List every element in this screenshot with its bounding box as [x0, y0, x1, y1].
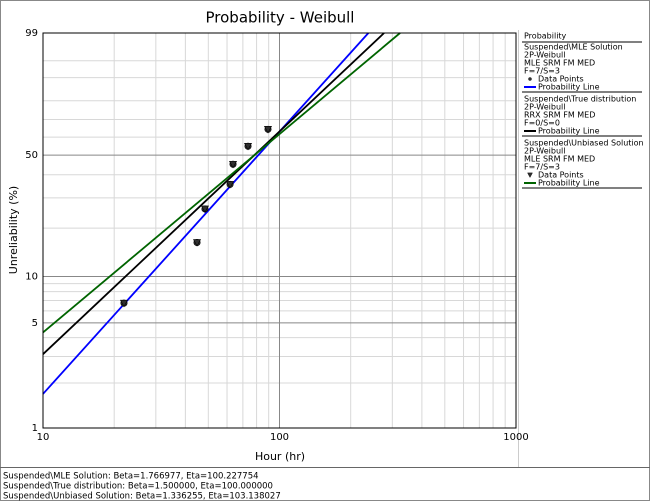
legend-entry: Probability Line	[538, 179, 600, 188]
footer: Suspended\MLE Solution: Beta=1.766977, E…	[3, 472, 281, 501]
x-tick-label: 1000	[503, 432, 528, 443]
y-tick-label: 50	[25, 150, 38, 161]
legend-group-text: F=7/S=3	[524, 67, 560, 76]
footer-text: Suspended\True distribution: Beta=1.5000…	[3, 482, 273, 492]
probability-line	[42, 32, 385, 355]
y-tick-label: 10	[25, 272, 38, 283]
data-point	[244, 142, 253, 151]
data-point	[200, 205, 209, 214]
data-point	[263, 126, 272, 134]
legend-group-text: Suspended\Unbiased Solution	[524, 139, 644, 148]
legend-group-text: 2P-Weibull	[524, 103, 565, 112]
legend-group-text: F=7/S=3	[524, 163, 560, 172]
data-point	[193, 239, 202, 247]
legend-group-text: MLE SRM FM MED	[524, 59, 595, 68]
legend-title: Probability	[524, 32, 567, 41]
probability-line	[42, 32, 370, 395]
legend-group-text: F=0/S=0	[524, 119, 560, 128]
legend-group-text: RRX SRM FM MED	[524, 111, 595, 120]
y-tick-label: 1	[32, 423, 38, 434]
legend-group-text: 2P-Weibull	[524, 51, 565, 60]
legend-group-text: 2P-Weibull	[524, 147, 565, 156]
y-axis-label: Unreliability (%)	[7, 186, 20, 274]
legend-entry: Probability Line	[538, 127, 600, 136]
legend-group-text: Suspended\True distribution	[524, 95, 636, 104]
data-point	[229, 160, 238, 169]
legend-entry: Probability Line	[538, 83, 600, 92]
data-point	[226, 181, 235, 189]
footer-text: Suspended\MLE Solution: Beta=1.766977, E…	[3, 472, 259, 482]
legend-group-text: Suspended\MLE Solution	[524, 43, 623, 52]
y-tick-label: 99	[25, 28, 38, 39]
legend-entry: Data Points	[538, 171, 584, 180]
x-tick-label: 100	[270, 432, 289, 443]
plot-frame	[42, 32, 517, 429]
plot-marks	[42, 32, 401, 395]
data-point	[527, 172, 533, 178]
y-tick-label: 5	[32, 318, 38, 329]
data-point	[119, 299, 128, 308]
legend-entry: Data Points	[538, 75, 584, 84]
grid	[42, 32, 517, 429]
x-axis-label: Hour (hr)	[255, 450, 305, 463]
footer-text: Suspended\Unbiased Solution: Beta=1.3362…	[3, 492, 281, 501]
x-tick-label: 10	[37, 432, 50, 443]
legend-group-text: MLE SRM FM MED	[524, 155, 595, 164]
data-point	[528, 77, 532, 81]
chart-title: Probability - Weibull	[206, 9, 355, 27]
probability-line	[42, 32, 401, 334]
